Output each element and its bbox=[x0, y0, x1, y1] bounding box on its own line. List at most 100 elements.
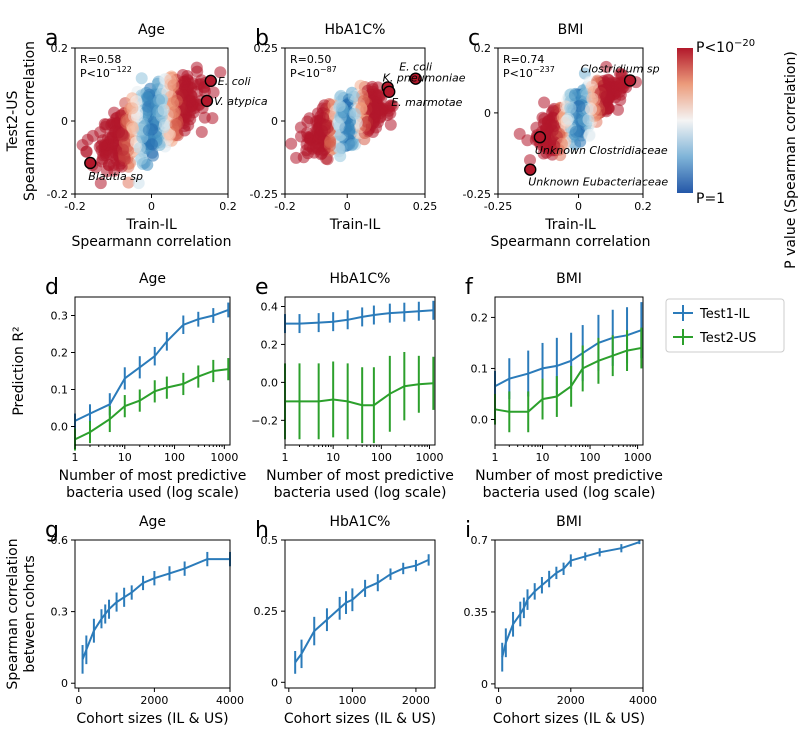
legend-entry-test1: Test1-IL bbox=[673, 305, 750, 322]
x-axis-label-d: Number of most predictive bbox=[59, 468, 247, 484]
scatter-point bbox=[568, 89, 581, 102]
highlighted-point-0 bbox=[623, 74, 637, 87]
x-tick-label: 0 bbox=[285, 694, 292, 707]
x-tick-label: 1 bbox=[72, 451, 79, 464]
y-tick-label: 0.2 bbox=[261, 338, 279, 351]
scatter-point bbox=[569, 125, 582, 138]
scatter-point bbox=[562, 112, 575, 125]
scatter-point bbox=[198, 111, 211, 124]
scatter-point bbox=[167, 79, 180, 92]
scatter-point bbox=[343, 123, 356, 136]
scatter-point bbox=[372, 81, 385, 94]
axes-frame-d bbox=[74, 296, 231, 446]
scatter-point bbox=[98, 118, 111, 131]
colorbar-axis-label: P value (Spearman correlation) bbox=[783, 51, 799, 269]
stat-p-b: P<10−87 bbox=[290, 65, 337, 80]
scatter-point bbox=[142, 100, 155, 113]
plot-area-c: Clostridium sp Unknown Clostridiaceae Unkn… bbox=[513, 60, 668, 189]
scatter-point bbox=[86, 129, 99, 142]
y-tick-label: 0.5 bbox=[261, 534, 279, 547]
legend-label-test2: Test2-US bbox=[699, 331, 756, 346]
series-line-Test2-US bbox=[74, 368, 229, 441]
scatter-point bbox=[374, 103, 387, 116]
scatter-point bbox=[615, 68, 628, 81]
scatter-point bbox=[184, 95, 197, 108]
y-axis-label-d: Prediction R² bbox=[11, 326, 27, 415]
scatter-point bbox=[573, 100, 586, 113]
series-line-Test1-IL bbox=[494, 329, 642, 388]
scatter-point bbox=[538, 96, 551, 109]
x-axis-label-c: Spearmann correlation bbox=[490, 234, 650, 250]
y-tick-label: 0.3 bbox=[51, 310, 69, 323]
panel-h: h HbA1C% 0 1000 2000 0 0.25 0.5 Cohort sizes (IL… bbox=[254, 514, 437, 727]
highlighted-point-2 bbox=[524, 163, 537, 176]
y-tick-label: 0 bbox=[481, 678, 488, 691]
axes-frame-h bbox=[284, 539, 436, 689]
scatter-point bbox=[301, 126, 313, 139]
scatter-point bbox=[94, 177, 107, 190]
x-tick-label: 1000 bbox=[338, 694, 366, 707]
scatter-point bbox=[324, 136, 337, 149]
x-axis-label-i: Cohort sizes (IL & US) bbox=[493, 711, 645, 727]
y-tick-label: 0 bbox=[61, 115, 68, 128]
scatter-point bbox=[582, 113, 595, 126]
scatter-point bbox=[113, 159, 126, 172]
x-tick-label: 0 bbox=[148, 200, 155, 213]
scatter-point bbox=[285, 137, 298, 150]
colorbar-top-exp: −20 bbox=[734, 38, 755, 49]
scatter-point bbox=[333, 99, 346, 112]
stat-p-base: P<10 bbox=[503, 67, 533, 80]
highlighted-point-1 bbox=[200, 94, 214, 108]
colorbar: P<10−20 P=1 P value (Spearman correlatio… bbox=[677, 38, 799, 269]
y-tick-label: 0.0 bbox=[51, 421, 69, 434]
scatter-point bbox=[177, 78, 190, 91]
highlighted-label-0: Clostridium sp bbox=[581, 62, 660, 75]
colorbar-top-base: P<10 bbox=[696, 40, 734, 56]
y-tick-label: -0.25 bbox=[463, 188, 491, 201]
x-axis-label-a: Spearmann correlation bbox=[71, 234, 231, 250]
y-tick-label: −0.2 bbox=[251, 414, 278, 427]
y-tick-label: 0.2 bbox=[471, 311, 489, 324]
x-tick-label: 0 bbox=[495, 694, 502, 707]
y-tick-label: -0.25 bbox=[250, 188, 278, 201]
scatter-point bbox=[583, 129, 596, 142]
x-tick-label: 100 bbox=[580, 451, 601, 464]
plot-area-g bbox=[81, 551, 231, 674]
scatter-point bbox=[127, 122, 140, 135]
scatter-point bbox=[169, 118, 182, 131]
panel-title-d: Age bbox=[139, 271, 166, 287]
scatter-point bbox=[132, 177, 145, 190]
scatter-point bbox=[190, 61, 203, 74]
plot-area-a: E. coli V. atypica Blautia sp bbox=[76, 61, 268, 190]
panel-d: d Age 1 10 100 1000 0.0 0.1 0.2 0.3 Number of most… bbox=[11, 271, 246, 501]
stat-p-base: P<10 bbox=[290, 67, 320, 80]
x-tick-label: 0.2 bbox=[219, 200, 237, 213]
highlighted-label-1: K. pneumoniae bbox=[383, 71, 466, 84]
series-line-Test1-IL bbox=[294, 558, 430, 663]
panel-g: g Age 0 2000 4000 0 0.3 0.6 Cohort sizes (IL & U… bbox=[5, 514, 244, 727]
x-axis-label-f: bacteria used (log scale) bbox=[483, 485, 656, 501]
panel-title-a: Age bbox=[138, 22, 165, 38]
scatter-point bbox=[290, 151, 303, 164]
scatter-point bbox=[142, 124, 155, 137]
scatter-point bbox=[347, 90, 360, 103]
scatter-point bbox=[612, 103, 624, 116]
x-axis-label-d: bacteria used (log scale) bbox=[66, 485, 239, 501]
scatter-point bbox=[546, 124, 559, 137]
scatter-point bbox=[126, 102, 139, 115]
highlighted-label-1: V. atypica bbox=[214, 95, 268, 108]
panel-label-e: e bbox=[255, 275, 269, 300]
panel-label-g: g bbox=[45, 518, 59, 543]
panel-label-i: i bbox=[465, 518, 471, 543]
y-tick-label: 0.0 bbox=[261, 376, 279, 389]
scatter-point bbox=[600, 60, 613, 73]
series-line-Test2-US bbox=[494, 347, 642, 413]
scatter-point bbox=[176, 69, 189, 81]
x-tick-label: -0.2 bbox=[64, 200, 85, 213]
stat-r-b: R=0.50 bbox=[290, 53, 331, 66]
panel-label-f: f bbox=[465, 275, 474, 300]
plot-area-d bbox=[74, 302, 230, 451]
